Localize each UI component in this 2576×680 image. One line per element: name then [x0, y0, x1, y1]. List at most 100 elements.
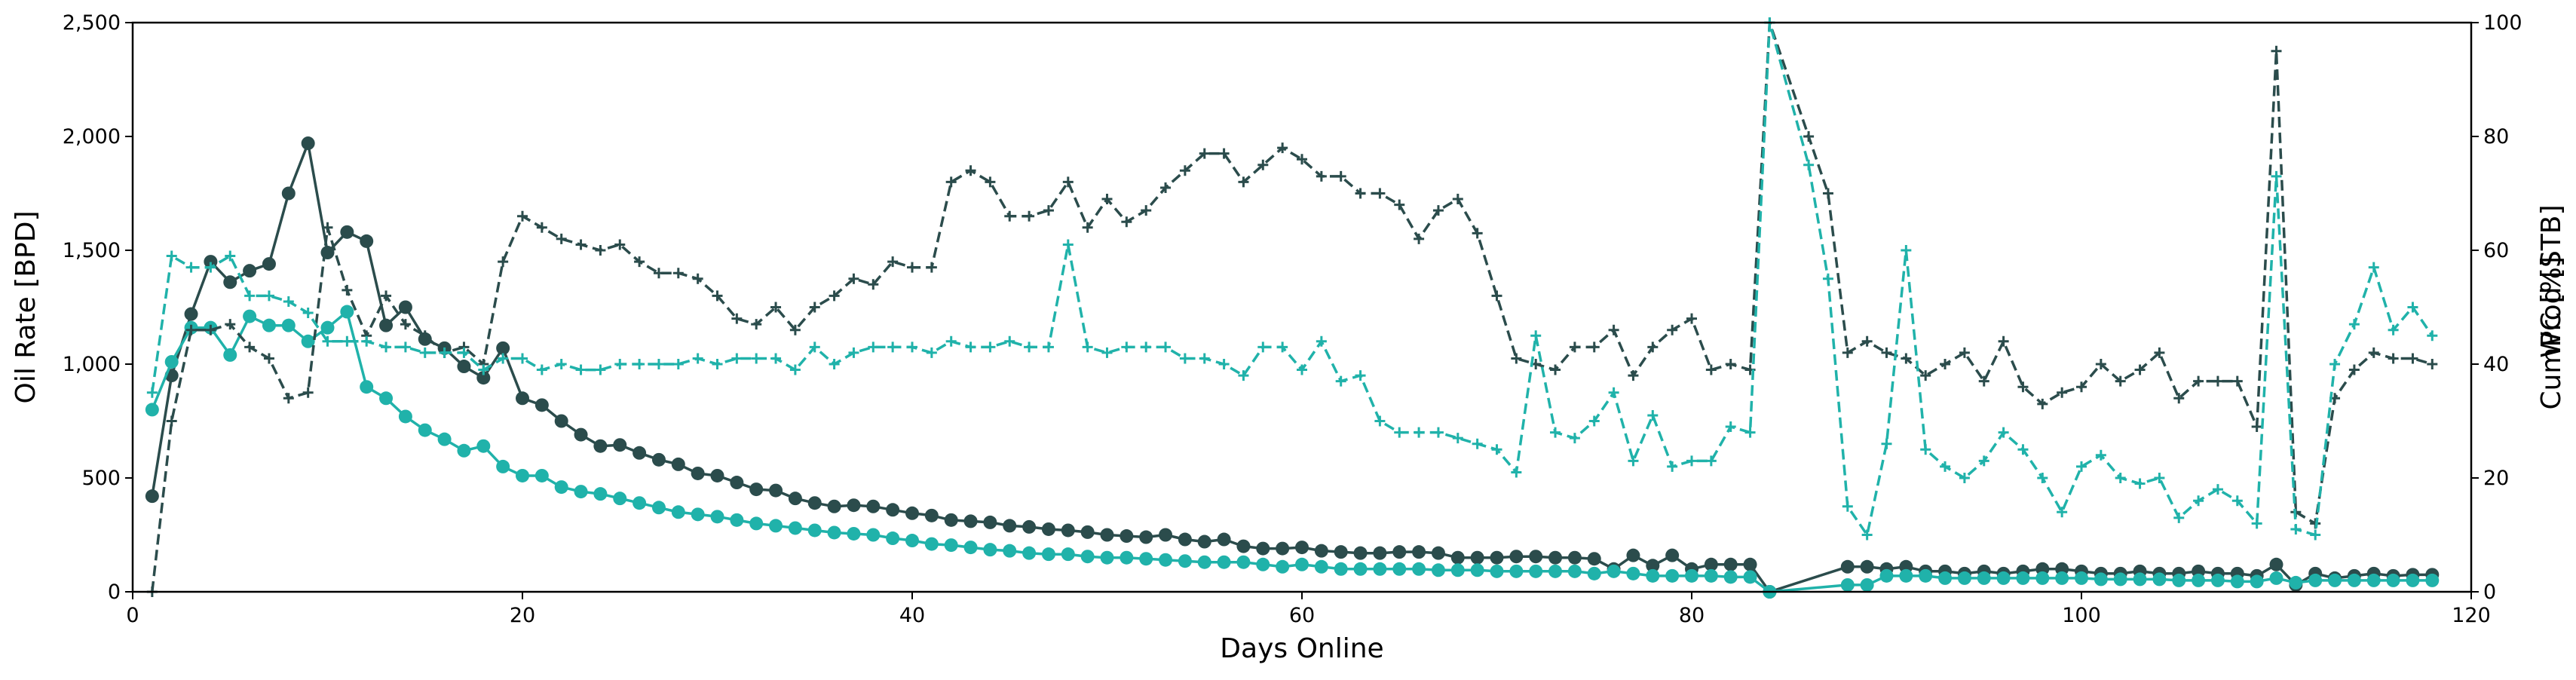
y-right-tick-label: 100 [2483, 11, 2522, 35]
data-point [2212, 484, 2223, 495]
data-point [868, 279, 879, 290]
data-point [476, 439, 491, 453]
data-point [1412, 545, 1426, 559]
data-point [651, 452, 666, 467]
data-point [1647, 409, 1659, 421]
data-point [1725, 359, 1736, 369]
data-point [1334, 562, 1348, 576]
y-right-tick-label: 80 [2483, 125, 2509, 149]
data-point [1373, 546, 1387, 560]
data-point [1842, 501, 1853, 512]
data-point [1297, 364, 1307, 375]
data-point [807, 496, 822, 510]
data-point [1236, 555, 1251, 569]
series-layer [145, 17, 2440, 599]
data-point [145, 489, 159, 504]
data-point [887, 256, 899, 268]
data-point [1316, 335, 1327, 347]
data-point [262, 257, 276, 271]
data-point [613, 438, 627, 452]
data-point [1412, 562, 1426, 576]
data-point [905, 534, 919, 548]
data-point [1314, 559, 1328, 574]
data-point [1003, 544, 1017, 558]
data-point [498, 256, 509, 268]
data-point [1199, 148, 1210, 159]
data-point [1043, 205, 1054, 216]
data-point [263, 290, 274, 302]
y-right-axis-ticks: 0 20 40 60 80 100 [2471, 11, 2522, 604]
data-point [634, 359, 645, 369]
data-point [1452, 433, 1463, 444]
data-point [653, 359, 664, 369]
data-point [1257, 342, 1269, 353]
data-point [2193, 375, 2204, 387]
data-point [1061, 523, 1075, 538]
data-point [769, 483, 783, 498]
data-point [361, 335, 372, 347]
data-point [1705, 364, 1717, 375]
data-point [848, 273, 859, 284]
data-point [2037, 398, 2048, 409]
data-point [2055, 571, 2069, 585]
data-point [965, 342, 976, 353]
data-point [1861, 529, 1873, 541]
series-line [151, 142, 2433, 593]
plot-frame [131, 21, 2473, 593]
data-point [1472, 228, 1483, 239]
data-point [1490, 550, 1504, 565]
data-point [1822, 273, 1833, 284]
data-point [944, 538, 958, 553]
data-point [809, 302, 820, 313]
data-point [1569, 433, 1580, 444]
data-point [2231, 495, 2243, 507]
data-point [478, 364, 489, 375]
data-point [1626, 566, 1640, 580]
data-point [595, 245, 606, 256]
data-point [2368, 347, 2379, 358]
data-point [2425, 573, 2440, 587]
y-right-axis-label-overlap: CumProd [STB] [2536, 204, 2567, 409]
data-point [2271, 170, 2282, 182]
data-point [1628, 455, 1639, 467]
data-point [770, 353, 782, 364]
data-point [1178, 532, 1192, 547]
data-point [1860, 577, 1874, 592]
y-left-axis-ticks: 0 500 1,000 1,500 2,000 2,500 [63, 11, 133, 604]
data-point [789, 364, 801, 375]
data-point [2269, 557, 2283, 571]
data-point [1197, 535, 1211, 549]
data-point [1043, 342, 1054, 353]
data-point [2251, 421, 2262, 433]
data-point [2115, 375, 2126, 387]
data-point [749, 482, 764, 497]
data-point [164, 354, 179, 369]
data-point [730, 513, 744, 527]
data-point [1723, 570, 1738, 584]
data-point [184, 307, 198, 321]
data-point [554, 480, 568, 495]
data-point [1276, 559, 1290, 574]
data-point [418, 423, 432, 437]
data-point [574, 485, 588, 499]
data-point [2134, 478, 2146, 489]
data-point [2057, 507, 2068, 518]
data-point [1139, 552, 1153, 566]
x-axis-label: Days Online [1220, 633, 1383, 664]
data-point [1608, 324, 1619, 335]
data-point [2152, 572, 2167, 587]
data-point [770, 302, 782, 313]
data-point [340, 225, 354, 239]
data-point [691, 466, 705, 480]
data-point [1587, 552, 1601, 566]
data-point [2427, 359, 2438, 369]
data-point [1004, 335, 1015, 347]
data-point [1238, 176, 1249, 188]
data-point [848, 347, 859, 358]
data-point [788, 492, 802, 506]
data-point [458, 347, 470, 358]
data-point [1080, 550, 1095, 564]
data-point [1178, 554, 1192, 568]
data-point [1101, 194, 1113, 205]
